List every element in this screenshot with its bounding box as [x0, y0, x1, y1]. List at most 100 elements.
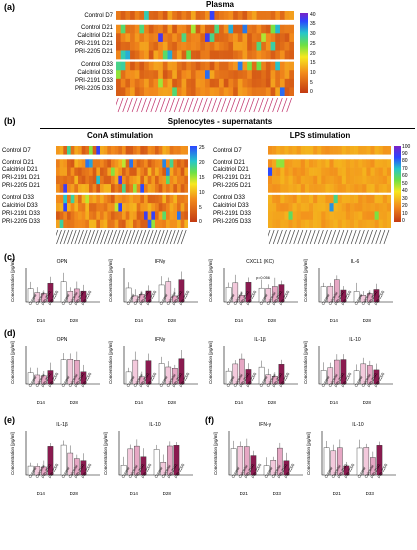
- heat-cell: [366, 203, 371, 212]
- xtick-label-mark: [334, 229, 341, 245]
- bar: [340, 359, 347, 385]
- bar-plot: CXCL1 (KC) Concentration [pg/ml] D14 Contro…: [208, 259, 300, 330]
- row-label-pri2191-d33-a: PRI-2191 D33: [74, 78, 113, 84]
- xtick-label-mark: [297, 229, 304, 245]
- heat-cell: [256, 50, 262, 60]
- xtick-label-mark: [116, 97, 119, 106]
- heat-cell: [74, 175, 79, 185]
- cb-a-tick: 20: [310, 51, 316, 57]
- plasma-colorbar: [300, 13, 308, 93]
- heat-cell: [362, 211, 367, 221]
- lps-heatmap: [268, 146, 391, 228]
- heat-cell: [329, 146, 334, 155]
- bar: [367, 293, 373, 303]
- heat-cell: [333, 184, 338, 193]
- heat-cell: [118, 219, 123, 228]
- heat-cell: [125, 61, 131, 71]
- heat-cell: [378, 159, 384, 168]
- xtick-label-mark: [276, 97, 283, 113]
- heat-cell: [85, 184, 90, 193]
- xtick-label-mark: [169, 229, 176, 245]
- heat-cell: [279, 61, 285, 71]
- bar: [353, 370, 360, 385]
- heat-cell: [362, 184, 367, 193]
- xtick-label-mark: [248, 97, 255, 113]
- xtick-label-mark: [117, 97, 124, 113]
- heat-cell: [177, 146, 181, 155]
- heat-cell: [118, 146, 123, 155]
- heat-cell: [81, 167, 86, 177]
- bar: [272, 286, 278, 303]
- heat-cell: [111, 146, 115, 155]
- heat-cell: [382, 211, 388, 221]
- heat-cell: [153, 87, 159, 96]
- heat-cell: [386, 211, 391, 221]
- heat-cell: [313, 203, 318, 212]
- heat-cell: [345, 211, 351, 221]
- heat-cell: [59, 203, 64, 212]
- heat-cell: [304, 167, 310, 177]
- xtick-label-mark: [289, 229, 295, 245]
- heat-cell: [362, 159, 367, 168]
- heat-cell: [325, 203, 330, 212]
- heat-cell: [268, 203, 273, 212]
- row-label-control-d33-a: Control D33: [80, 62, 113, 68]
- heat-cell: [167, 78, 173, 88]
- heat-cell: [59, 184, 64, 193]
- panel-label-b: (b): [4, 116, 16, 126]
- cb-a-tick: 40: [310, 12, 316, 18]
- xtick-label-mark: [268, 229, 271, 237]
- heat-cell: [289, 70, 294, 80]
- heat-cell: [276, 203, 281, 212]
- heat-cell: [181, 50, 187, 60]
- heat-cell: [223, 24, 229, 34]
- heat-cell: [223, 33, 229, 43]
- bar: [132, 359, 139, 385]
- heat-cell: [256, 78, 262, 88]
- heat-cell: [122, 211, 126, 221]
- heat-cell: [151, 194, 156, 204]
- heat-cell: [268, 184, 273, 193]
- heat-cell: [276, 167, 281, 177]
- plot-title: IL-6: [350, 259, 360, 265]
- heat-cell: [214, 24, 220, 34]
- heat-cell: [309, 219, 314, 228]
- heat-cell: [56, 167, 60, 177]
- heat-cell: [111, 159, 115, 168]
- cona-title: ConA stimulation: [87, 131, 153, 140]
- heat-cell: [309, 184, 314, 193]
- row-label-control-d33-b: Control D33: [2, 195, 35, 201]
- xtick-label-mark: [350, 229, 357, 245]
- bar-plot: IFN-γ Concentration [pg/ml] D21 Control Calc…: [213, 422, 305, 503]
- heat-cell: [92, 159, 97, 168]
- xtick-label-mark: [141, 97, 147, 113]
- heat-cell: [190, 24, 196, 34]
- heat-cell: [313, 219, 318, 228]
- heat-cell: [190, 70, 196, 80]
- cb-b1-tick: 25: [199, 145, 205, 151]
- heat-cell: [261, 50, 267, 60]
- heat-cell: [125, 70, 131, 80]
- heat-cell: [337, 194, 343, 204]
- heat-cell: [275, 33, 281, 43]
- heat-cell: [354, 211, 359, 221]
- heat-cell: [129, 203, 134, 212]
- heat-cell: [321, 219, 326, 228]
- heat-cell: [209, 78, 215, 88]
- heat-cell: [228, 11, 234, 20]
- heat-cell: [219, 11, 225, 20]
- heat-cell: [78, 184, 82, 193]
- heat-cell: [366, 175, 371, 185]
- heat-cell: [67, 184, 71, 193]
- heat-cell: [169, 184, 174, 193]
- heat-cell: [200, 61, 206, 71]
- heat-cell: [144, 11, 150, 20]
- heat-cell: [209, 50, 215, 60]
- heat-cell: [345, 184, 351, 193]
- heat-cell: [205, 61, 210, 71]
- xtick-label-mark: [107, 229, 114, 245]
- heat-cell: [70, 175, 75, 185]
- xtick-label-mark: [127, 97, 133, 113]
- heat-cell: [107, 194, 112, 204]
- heat-cell: [280, 211, 285, 221]
